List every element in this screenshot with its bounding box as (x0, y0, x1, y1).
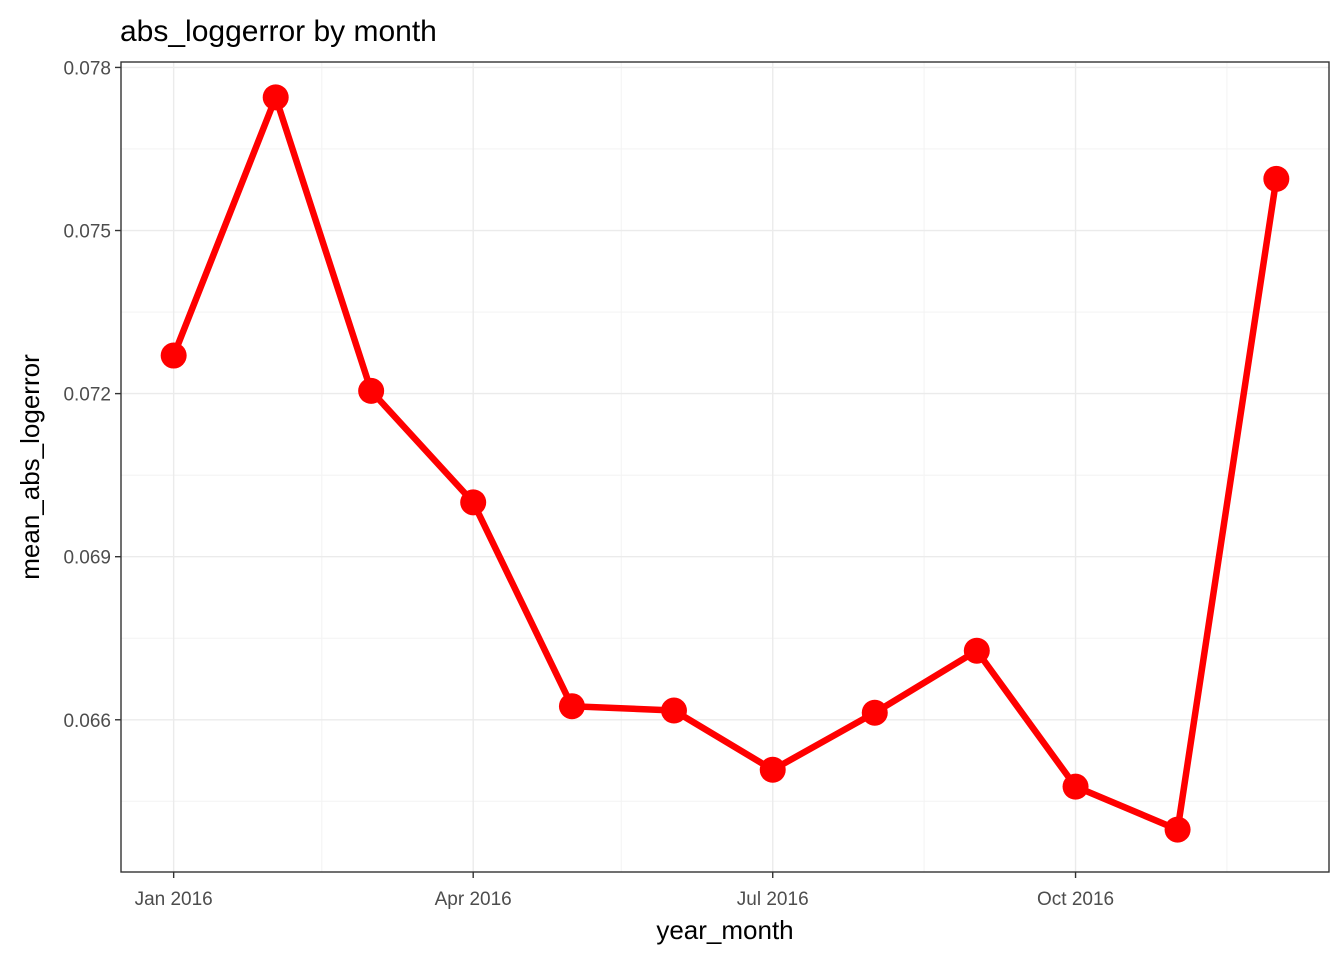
y-axis: 0.066 0.069 0.072 0.075 0.078 (63, 58, 121, 732)
data-point (1263, 165, 1290, 192)
chart-title: abs_loggerror by month (120, 15, 437, 48)
y-axis-title: mean_abs_logerror (15, 354, 45, 580)
y-tick-label: 0.072 (63, 385, 111, 406)
data-point (460, 489, 487, 516)
data-point (963, 637, 990, 664)
x-axis-title: year_month (656, 915, 793, 945)
x-tick-label: Oct 2016 (1037, 889, 1114, 910)
data-point (262, 84, 289, 111)
x-tick-label: Jul 2016 (737, 889, 809, 910)
data-point (1164, 816, 1191, 843)
y-tick-label: 0.078 (63, 58, 111, 79)
data-point (1062, 773, 1089, 800)
panel-border (120, 61, 1330, 873)
x-axis: Jan 2016 Apr 2016 Jul 2016 Oct 2016 (135, 872, 1114, 910)
data-point (861, 699, 888, 726)
y-tick-label: 0.066 (63, 711, 111, 732)
data-point (558, 693, 585, 720)
data-point (660, 697, 687, 724)
x-tick-label: Apr 2016 (435, 889, 512, 910)
minor-gridlines (121, 62, 1329, 872)
major-gridlines (121, 62, 1329, 872)
series-line (170, 94, 1280, 833)
data-point (160, 342, 187, 369)
x-tick-label: Jan 2016 (135, 889, 213, 910)
data-series (160, 84, 1290, 843)
data-point (759, 756, 786, 783)
y-tick-label: 0.069 (63, 548, 111, 569)
y-tick-label: 0.075 (63, 222, 111, 243)
data-point (358, 377, 385, 404)
